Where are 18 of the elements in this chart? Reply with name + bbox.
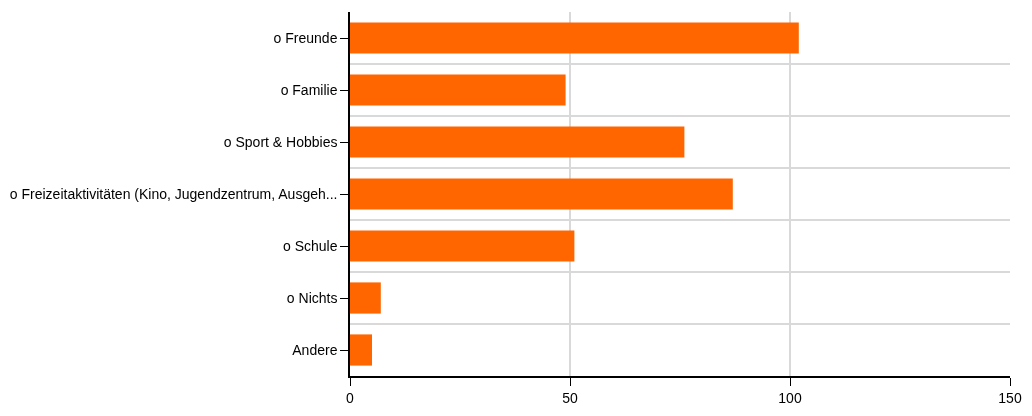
x-tick-label: 100 xyxy=(778,389,802,406)
y-tick-label: Andere xyxy=(292,341,338,358)
x-tick-label: 150 xyxy=(998,389,1022,406)
bar xyxy=(350,126,685,158)
bar xyxy=(350,178,733,210)
bar xyxy=(350,282,381,314)
x-tick-label: 50 xyxy=(562,389,578,406)
y-tick-label: o Freunde xyxy=(273,29,338,46)
bar xyxy=(350,230,575,262)
bar xyxy=(350,334,372,366)
bar xyxy=(350,22,799,54)
y-tick-label: o Nichts xyxy=(286,289,338,306)
x-tick-label: 0 xyxy=(346,389,355,406)
bar xyxy=(350,74,566,106)
y-tick-label: o Sport & Hobbies xyxy=(223,133,338,150)
y-tick-label: o Familie xyxy=(280,81,338,98)
y-tick-label: o Schule xyxy=(282,237,338,254)
y-tick-label: o Freizeitaktivitäten (Kino, Jugendzentrum, Ausgeh... xyxy=(9,185,338,202)
